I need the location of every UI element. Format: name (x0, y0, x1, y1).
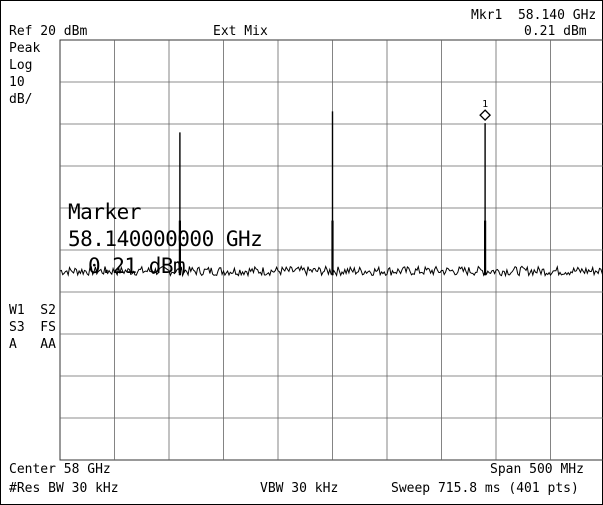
scale-value: 10 (9, 75, 25, 90)
resolution-bandwidth: #Res BW 30 kHz (9, 481, 119, 496)
signal-peaks (178, 111, 487, 276)
marker-box-amplitude: 0.21 dBm (88, 254, 186, 278)
marker-box-frequency: 58.140000000 GHz (68, 227, 263, 251)
marker-readout-frequency: Mkr1 58.140 GHz (471, 8, 597, 23)
reference-level: Ref 20 dBm (9, 24, 88, 39)
marker-diamond-icon (479, 109, 492, 122)
video-bandwidth: VBW 30 kHz (260, 481, 339, 496)
marker-readout-amplitude: 0.21 dBm (524, 24, 587, 39)
mixer-mode: Ext Mix (213, 24, 268, 39)
detector-mode: Peak (9, 41, 41, 56)
marker-number-label: 1 (482, 99, 488, 110)
scale-unit: dB/ (9, 92, 33, 107)
trace-mode-1: W1 S2 (9, 303, 56, 318)
sweep-time: Sweep 715.8 ms (401 pts) (391, 481, 579, 496)
trace-mode-2: S3 FS (9, 320, 56, 335)
span: Span 500 MHz (490, 462, 584, 477)
scale-type: Log (9, 58, 33, 73)
marker-box-title: Marker (68, 200, 141, 224)
center-frequency: Center 58 GHz (9, 462, 111, 477)
trace-mode-3: A AA (9, 337, 56, 352)
